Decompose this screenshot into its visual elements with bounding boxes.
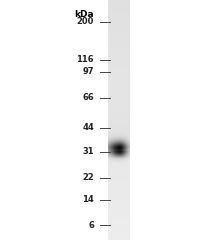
Text: 22: 22 — [82, 174, 94, 182]
Text: 44: 44 — [82, 124, 94, 132]
Text: 116: 116 — [76, 55, 94, 65]
Text: 31: 31 — [82, 148, 94, 156]
Text: 200: 200 — [77, 18, 94, 26]
Text: kDa: kDa — [74, 10, 94, 19]
Text: 6: 6 — [88, 221, 94, 229]
Text: 66: 66 — [82, 94, 94, 102]
Text: 14: 14 — [82, 196, 94, 204]
Text: 97: 97 — [83, 67, 94, 77]
